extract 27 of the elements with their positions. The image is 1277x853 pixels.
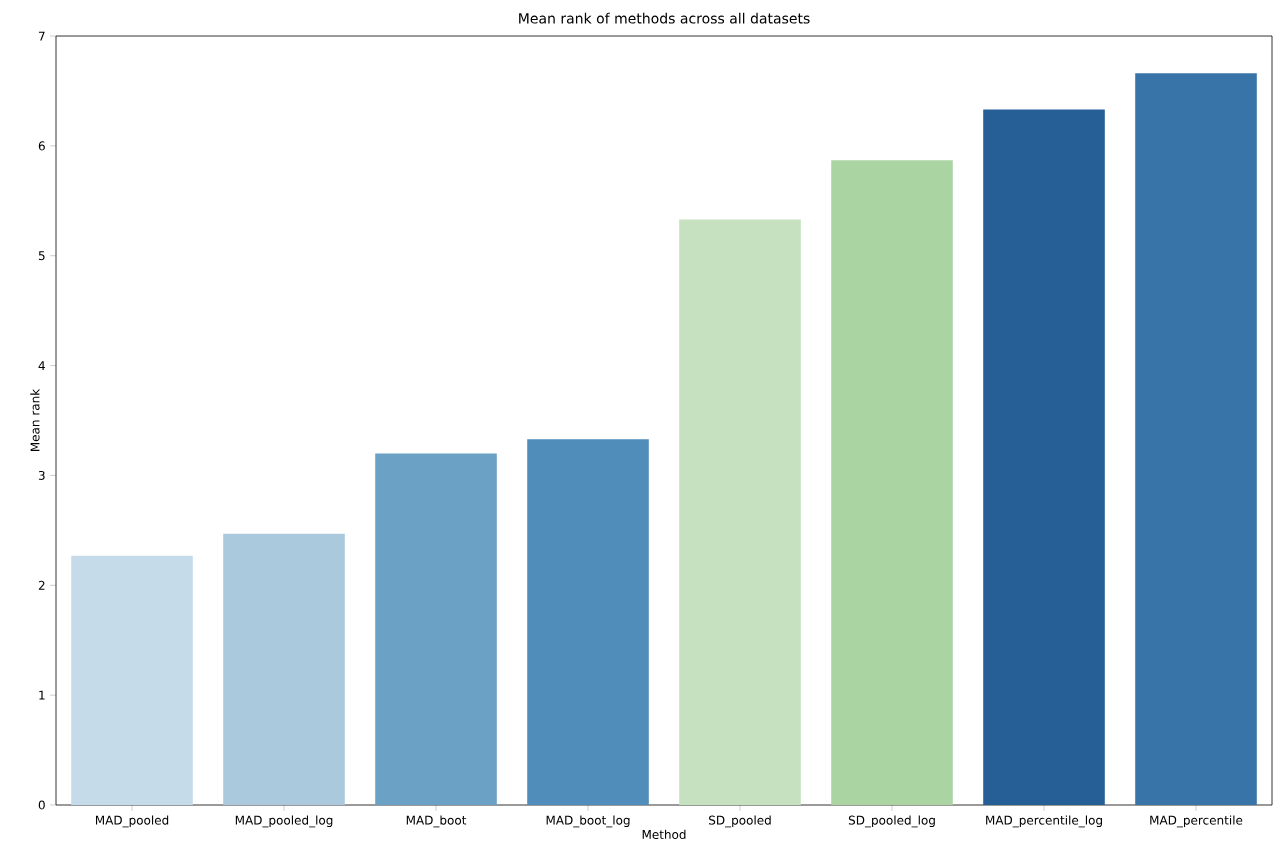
x-tick-label: SD_pooled_log — [848, 815, 935, 828]
y-tick-label: 5 — [38, 251, 45, 261]
bar — [375, 453, 497, 805]
x-tick-label: MAD_percentile_log — [986, 815, 1102, 828]
bar — [527, 439, 649, 805]
x-tick-label: MAD_boot — [406, 815, 467, 828]
x-tick-label: MAD_pooled — [95, 815, 169, 828]
x-tick-label: MAD_pooled_log — [235, 815, 333, 828]
x-axis-title: Method — [642, 829, 686, 840]
y-tick-label: 3 — [38, 470, 45, 480]
y-tick-label: 7 — [38, 31, 45, 41]
y-tick-label: 2 — [38, 580, 45, 590]
y-tick-label: 6 — [38, 141, 45, 151]
bar — [71, 555, 193, 805]
chart-title: Mean rank of methods across all datasets — [519, 12, 810, 24]
x-tick-label: MAD_percentile — [1150, 815, 1243, 828]
y-tick-label: 1 — [39, 690, 45, 700]
y-axis-title: Mean rank — [30, 388, 40, 451]
x-tick-label: MAD_boot_log — [546, 815, 630, 828]
bar — [1135, 73, 1257, 805]
bar — [679, 219, 801, 805]
bar — [983, 109, 1105, 805]
bar — [223, 533, 345, 805]
x-tick-label: SD_pooled — [709, 815, 771, 828]
y-tick-label: 4 — [38, 361, 45, 370]
y-tick-label: 0 — [38, 800, 45, 810]
bar — [831, 160, 953, 805]
